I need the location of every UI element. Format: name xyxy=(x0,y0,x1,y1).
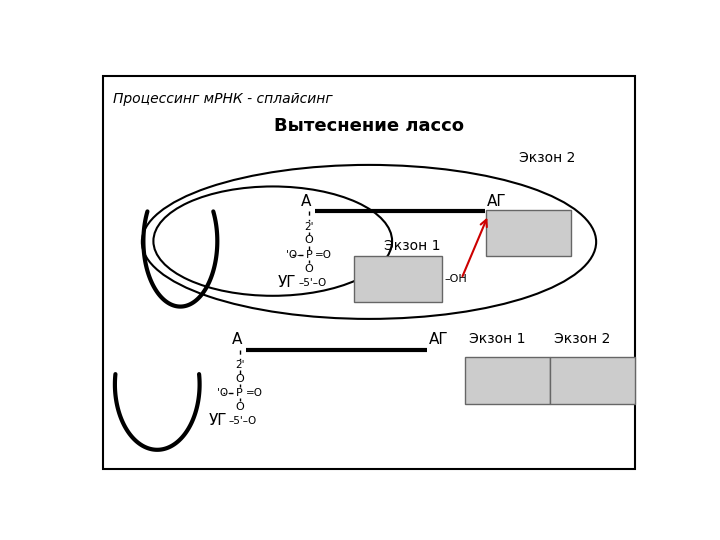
Text: 'O–: 'O– xyxy=(287,250,303,260)
Text: –5'–O: –5'–O xyxy=(229,416,257,426)
Text: –OH: –OH xyxy=(444,274,467,284)
Text: Процессинг мРНК - сплайсинг: Процессинг мРНК - сплайсинг xyxy=(113,92,333,106)
Text: УГ: УГ xyxy=(209,413,228,428)
Text: АГ: АГ xyxy=(429,333,449,347)
Text: 'O–: 'O– xyxy=(217,388,233,398)
Text: O: O xyxy=(235,402,244,411)
Text: 2': 2' xyxy=(235,360,244,370)
Text: Экзон 1: Экзон 1 xyxy=(469,332,526,346)
Bar xyxy=(465,357,550,403)
Text: =O: =O xyxy=(315,250,332,260)
Text: АГ: АГ xyxy=(487,194,506,209)
Text: 2': 2' xyxy=(304,221,314,232)
Bar xyxy=(354,256,442,302)
Text: А: А xyxy=(232,333,242,347)
Text: –5'–O: –5'–O xyxy=(298,278,326,288)
Text: P: P xyxy=(236,388,243,398)
Text: =O: =O xyxy=(246,388,263,398)
Text: Экзон 2: Экзон 2 xyxy=(519,151,575,165)
Text: P: P xyxy=(305,250,312,260)
Text: Экзон 1: Экзон 1 xyxy=(384,239,441,253)
Text: А: А xyxy=(301,194,311,209)
Text: O: O xyxy=(235,374,244,384)
Text: O: O xyxy=(305,264,313,274)
Text: УГ: УГ xyxy=(278,275,297,290)
Bar xyxy=(486,210,571,256)
Text: Вытеснение лассо: Вытеснение лассо xyxy=(274,117,464,135)
Bar xyxy=(550,357,634,403)
Text: O: O xyxy=(305,235,313,245)
Text: Экзон 2: Экзон 2 xyxy=(554,332,610,346)
